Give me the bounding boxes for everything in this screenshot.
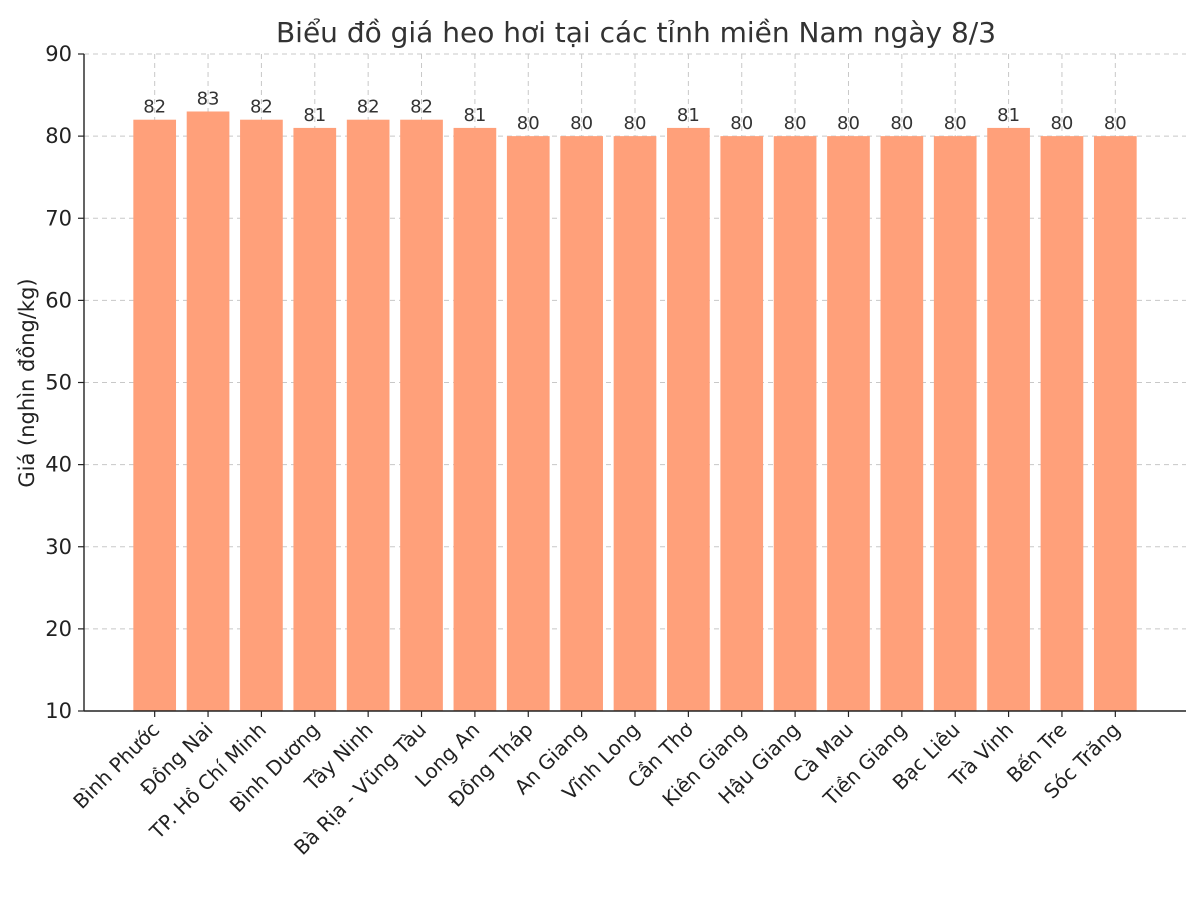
y-tick-label: 10 (45, 699, 72, 723)
chart-title: Biểu đồ giá heo hơi tại các tỉnh miền Na… (276, 16, 996, 49)
axes (83, 54, 1186, 712)
bar-value-label: 80 (730, 113, 753, 134)
bar (133, 119, 177, 711)
bar-value-labels: 82 83 82 81 82 82 81 80 80 80 81 80 80 80 80 80 81 80 80 (143, 88, 1127, 134)
y-tick-label: 30 (45, 535, 72, 559)
bar (400, 119, 443, 711)
bar (293, 127, 337, 712)
y-tick-label: 90 (45, 42, 72, 66)
bar (827, 136, 870, 711)
bar-value-label: 80 (784, 113, 807, 134)
bar-value-label: 80 (517, 113, 540, 134)
y-tick-label: 70 (45, 206, 72, 230)
bar (667, 127, 710, 712)
bar (987, 127, 1030, 712)
y-tick-label: 20 (45, 617, 72, 641)
x-tick-label: Bình Phước (68, 718, 164, 814)
y-axis-ticks: 10 20 30 40 50 60 70 80 90 (45, 42, 84, 723)
bar-value-label: 80 (570, 113, 593, 134)
bar (1093, 136, 1137, 711)
y-axis-label: Giá (nghìn đồng/kg) (15, 278, 39, 487)
bar-value-label: 81 (463, 105, 486, 126)
bar-value-label: 81 (677, 105, 700, 126)
bar-value-label: 80 (890, 113, 913, 134)
bar-value-label: 82 (143, 97, 166, 118)
bar (186, 111, 230, 712)
bar-value-label: 80 (944, 113, 967, 134)
bar-value-label: 82 (250, 97, 273, 118)
y-tick-label: 60 (45, 288, 72, 312)
bar (453, 127, 497, 712)
bar-value-label: 82 (357, 97, 380, 118)
bars (133, 111, 1137, 712)
bar (720, 136, 764, 711)
y-tick-label: 80 (45, 124, 72, 148)
bar (1040, 136, 1084, 711)
bar (240, 119, 283, 711)
bar (506, 136, 550, 711)
bar-value-label: 81 (997, 105, 1020, 126)
bar-value-label: 83 (197, 88, 220, 109)
bar (613, 136, 657, 711)
bar (346, 119, 390, 711)
bar-value-label: 81 (303, 105, 326, 126)
bar-value-label: 80 (837, 113, 860, 134)
bar-value-label: 80 (624, 113, 647, 134)
bar-value-label: 82 (410, 97, 433, 118)
bar (560, 136, 603, 711)
bar (773, 136, 817, 711)
bar-value-label: 80 (1104, 113, 1127, 134)
bar (933, 136, 977, 711)
bar-value-label: 80 (1050, 113, 1073, 134)
bar (880, 136, 924, 711)
y-tick-label: 40 (45, 453, 72, 477)
y-tick-label: 50 (45, 371, 72, 395)
